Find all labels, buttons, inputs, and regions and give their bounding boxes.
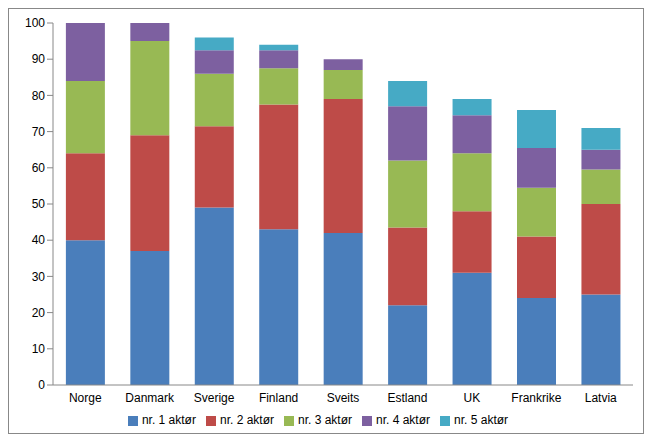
svg-text:UK: UK	[464, 391, 481, 405]
svg-text:30: 30	[32, 270, 46, 284]
html-text:nr. 3 aktør: nr. 3 aktør	[298, 413, 352, 427]
html-text:nr. 2 aktør: nr. 2 aktør	[220, 413, 274, 427]
html-text:nr. 4 aktør: nr. 4 aktør	[376, 413, 430, 427]
svg-text:100: 100	[25, 16, 45, 30]
svg-text:10: 10	[32, 342, 46, 356]
svg-text:Norge: Norge	[69, 391, 102, 405]
svg-text:Sveits: Sveits	[327, 391, 360, 405]
html-text:nr. 5 aktør: nr. 5 aktør	[454, 413, 509, 427]
svg-text:50: 50	[32, 197, 46, 211]
svg-text:0: 0	[38, 378, 45, 392]
svg-text:70: 70	[32, 125, 46, 139]
svg-text:Danmark: Danmark	[125, 391, 175, 405]
svg-text:Sverige: Sverige	[194, 391, 235, 405]
svg-text:Latvia: Latvia	[585, 391, 617, 405]
svg-text:Finland: Finland	[259, 391, 298, 405]
svg-text:60: 60	[32, 161, 46, 175]
svg-text:40: 40	[32, 233, 46, 247]
svg-text:Estland: Estland	[387, 391, 427, 405]
svg-text:90: 90	[32, 52, 46, 66]
html-text:nr. 1 aktør: nr. 1 aktør	[141, 413, 196, 427]
svg-text:80: 80	[32, 89, 46, 103]
svg-text:Frankrike: Frankrike	[511, 391, 561, 405]
svg-text:20: 20	[32, 306, 46, 320]
